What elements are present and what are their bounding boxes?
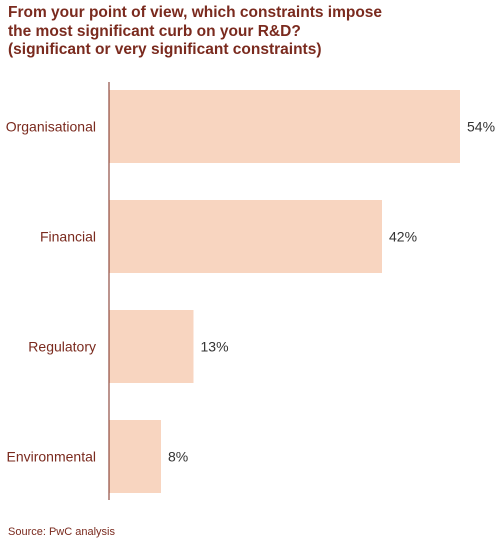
source-note: Source: PwC analysis (8, 526, 115, 538)
value-label-financial: 42% (389, 229, 417, 245)
chart-title-line-1: From your point of view, which constrain… (8, 4, 383, 21)
bar-organisational (109, 90, 460, 163)
value-label-organisational: 54% (467, 119, 495, 135)
category-label-environmental: Environmental (7, 449, 97, 465)
bar-regulatory (109, 310, 194, 383)
chart-title-line-2: the most significant curb on your R&D? (8, 22, 301, 40)
chart-title: From your point of view, which constrain… (8, 4, 492, 60)
category-label-financial: Financial (40, 229, 96, 245)
value-label-environmental: 8% (168, 449, 188, 465)
bar-financial (109, 200, 382, 273)
category-labels: Organisational Financial Regulatory Environ… (6, 119, 96, 465)
value-labels: 54% 42% 13% 8% (168, 119, 495, 465)
category-label-organisational: Organisational (6, 119, 96, 135)
chart-title-line-3: (significant or very significant constra… (8, 41, 322, 58)
category-label-regulatory: Regulatory (28, 339, 96, 355)
value-label-regulatory: 13% (201, 339, 229, 355)
bars-layer (109, 90, 460, 493)
bar-environmental (109, 420, 161, 493)
